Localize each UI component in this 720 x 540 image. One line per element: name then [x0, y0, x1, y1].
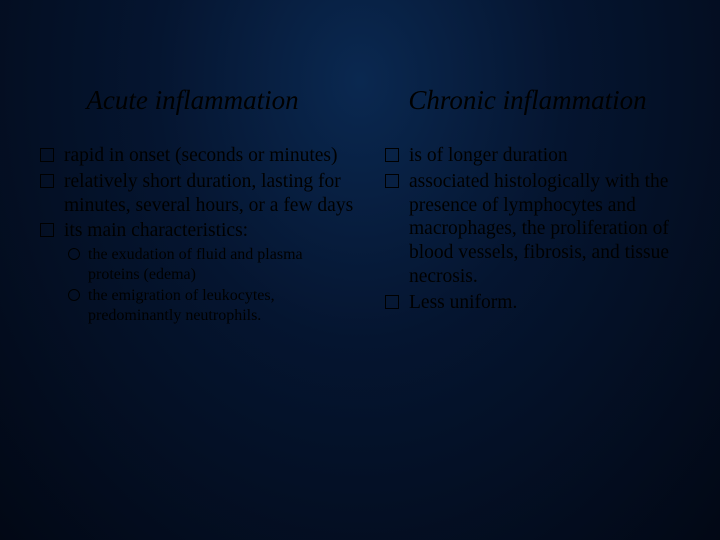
- left-bullets: rapid in onset (seconds or minutes) rela…: [30, 144, 355, 327]
- left-title: Acute inflammation: [30, 85, 355, 116]
- sub-list-item: the emigration of leukocytes, predominan…: [64, 286, 355, 325]
- sub-list-item: the exudation of fluid and plasma protei…: [64, 245, 355, 284]
- right-column: Chronic inflammation is of longer durati…: [365, 85, 690, 500]
- list-item: relatively short duration, lasting for m…: [38, 170, 355, 218]
- list-item: is of longer duration: [383, 144, 690, 168]
- list-item: associated histologically with the prese…: [383, 170, 690, 289]
- right-title: Chronic inflammation: [365, 85, 690, 116]
- list-item: Less uniform.: [383, 291, 690, 315]
- list-item: its main characteristics: the exudation …: [38, 219, 355, 325]
- list-item: rapid in onset (seconds or minutes): [38, 144, 355, 168]
- list-item-text: its main characteristics:: [64, 220, 248, 241]
- left-subbullets: the exudation of fluid and plasma protei…: [64, 245, 355, 325]
- slide: Acute inflammation rapid in onset (secon…: [0, 0, 720, 540]
- left-column: Acute inflammation rapid in onset (secon…: [30, 85, 355, 500]
- right-bullets: is of longer duration associated histolo…: [365, 144, 690, 316]
